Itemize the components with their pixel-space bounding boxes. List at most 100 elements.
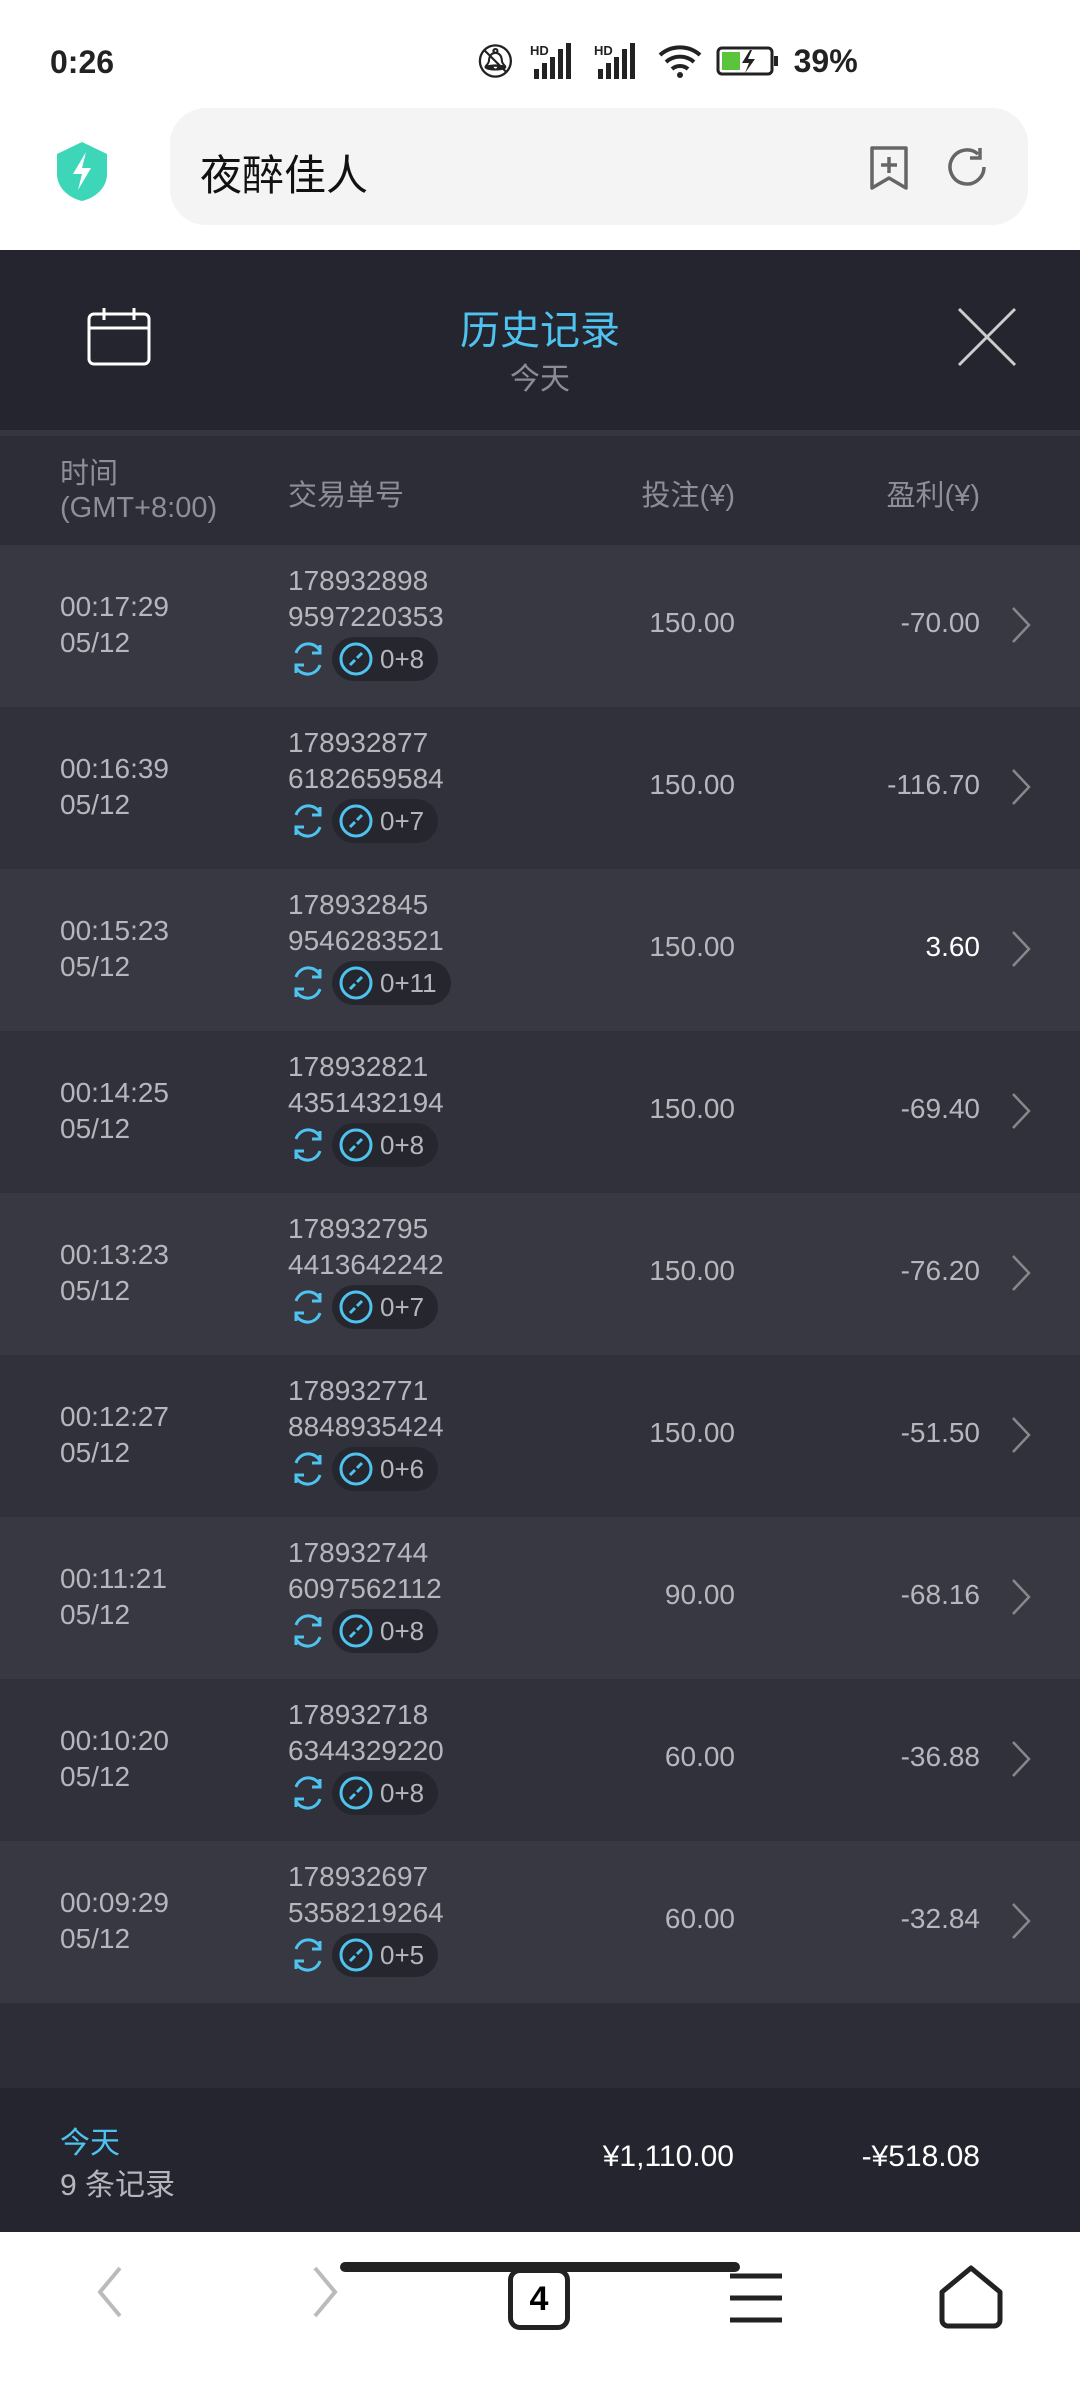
parlay-icon — [339, 966, 373, 1000]
row-time: 00:15:23 — [60, 915, 169, 946]
chevron-right-icon[interactable] — [1010, 605, 1032, 645]
col-bet: 投注(¥) — [641, 480, 735, 512]
table-row[interactable]: 00:09:29 05/12 178932697 5358219264 0+5 60… — [0, 1841, 1080, 2003]
table-row[interactable]: 00:14:25 05/12 178932821 4351432194 0+8 15… — [0, 1031, 1080, 1193]
row-bet: 150.00 — [649, 931, 735, 962]
refresh-cycle-icon — [294, 642, 322, 676]
wifi-icon — [658, 45, 701, 78]
row-date: 05/12 — [60, 1599, 131, 1630]
chevron-right-icon[interactable] — [1010, 1577, 1032, 1617]
refresh-cycle-icon — [294, 1938, 322, 1972]
row-tag: 0+8 — [380, 1129, 425, 1160]
row-profit: 3.60 — [925, 931, 981, 962]
table-row[interactable]: 00:15:23 05/12 178932845 9546283521 0+11 1… — [0, 869, 1080, 1031]
row-time: 00:14:25 — [60, 1077, 169, 1108]
col-time: 时间 — [60, 458, 119, 490]
refresh-cycle-icon — [294, 804, 322, 838]
chevron-right-icon[interactable] — [1010, 1739, 1032, 1779]
col-id: 交易单号 — [288, 480, 405, 512]
row-tag: 0+11 — [380, 967, 437, 998]
row-tag: 0+7 — [380, 1291, 425, 1322]
parlay-icon — [339, 1290, 373, 1324]
chevron-right-icon[interactable] — [1010, 1253, 1032, 1293]
add-bookmark-icon[interactable] — [868, 144, 910, 192]
refresh-cycle-icon — [294, 1614, 322, 1648]
row-profit: -69.40 — [900, 1093, 980, 1124]
refresh-cycle-icon — [294, 1290, 322, 1324]
row-tag: 0+6 — [380, 1453, 425, 1484]
svg-text:HD: HD — [530, 43, 549, 58]
row-id-line1: 178932821 — [288, 1051, 429, 1082]
chevron-right-icon[interactable] — [1010, 929, 1032, 969]
history-panel: 历史记录 今天 时间 (GMT+8:00) 交易单号 投注(¥) 盈利(¥) 0… — [0, 250, 1080, 2232]
menu-button[interactable] — [728, 2272, 784, 2329]
row-tag: 0+7 — [380, 805, 425, 836]
row-time: 00:12:27 — [60, 1401, 169, 1432]
signal-hd-icon: HD — [530, 43, 571, 79]
row-id-line1: 178932718 — [288, 1699, 429, 1730]
chevron-right-icon[interactable] — [1010, 767, 1032, 807]
table-row[interactable]: 00:17:29 05/12 178932898 9597220353 0+8 15… — [0, 545, 1080, 707]
row-id-line2: 9546283521 — [288, 925, 444, 956]
table-row[interactable]: 00:11:21 05/12 178932744 6097562112 0+8 90… — [0, 1517, 1080, 1679]
row-id-line2: 4413642242 — [288, 1249, 444, 1280]
bell-off-icon: 🔕︎ — [475, 43, 516, 79]
refresh-cycle-icon — [294, 1776, 322, 1810]
total-bet: ¥1,110.00 — [602, 2140, 734, 2173]
home-button[interactable] — [938, 2264, 1004, 2335]
row-id-line2: 9597220353 — [288, 601, 444, 632]
row-id-line2: 5358219264 — [288, 1897, 444, 1928]
row-id-line1: 178932877 — [288, 727, 429, 758]
page-title: 夜醉佳人 — [200, 152, 369, 199]
row-profit: -76.20 — [900, 1255, 980, 1286]
refresh-icon[interactable] — [944, 144, 990, 190]
row-tag: 0+8 — [380, 1615, 425, 1646]
chevron-right-icon[interactable] — [1010, 1901, 1032, 1941]
row-id-line2: 4351432194 — [288, 1087, 444, 1118]
table-row[interactable]: 00:10:20 05/12 178932718 6344329220 0+8 60… — [0, 1679, 1080, 1841]
forward-icon — [313, 2266, 338, 2318]
calendar-icon[interactable] — [86, 306, 152, 366]
row-time: 00:16:39 — [60, 753, 169, 784]
panel-header: 历史记录 今天 — [0, 250, 1080, 430]
row-id-line1: 178932898 — [288, 565, 429, 596]
col-timezone: (GMT+8:00) — [60, 492, 218, 524]
row-id-line1: 178932795 — [288, 1213, 429, 1244]
status-bar: 0:26 🔕︎ HD HD 39% — [0, 0, 1080, 100]
row-date: 05/12 — [60, 951, 131, 982]
panel-title: 历史记录 — [460, 309, 620, 353]
clock: 0:26 — [50, 44, 115, 80]
table-row[interactable]: 00:13:23 05/12 178932795 4413642242 0+7 15… — [0, 1193, 1080, 1355]
chevron-right-icon[interactable] — [1010, 1415, 1032, 1455]
row-time: 00:13:23 — [60, 1239, 169, 1270]
tabs-button[interactable]: 4 — [508, 2268, 570, 2330]
summary-footer: 今天 9 条记录 ¥1,110.00 -¥518.08 — [0, 2088, 1080, 2232]
row-bet: 150.00 — [649, 607, 735, 638]
row-bet: 60.00 — [664, 1741, 735, 1772]
table-row[interactable]: 00:12:27 05/12 178932771 8848935424 0+6 15… — [0, 1355, 1080, 1517]
row-profit: -51.50 — [900, 1417, 980, 1448]
table-header: 时间 (GMT+8:00) 交易单号 投注(¥) 盈利(¥) — [0, 430, 1080, 545]
close-icon[interactable] — [956, 306, 1018, 368]
row-date: 05/12 — [60, 1761, 131, 1792]
panel-subtitle: 今天 — [510, 363, 570, 396]
row-tag: 0+8 — [380, 1777, 425, 1808]
row-date: 05/12 — [60, 1923, 131, 1954]
row-bet: 150.00 — [649, 769, 735, 800]
row-id-line1: 178932744 — [288, 1537, 429, 1568]
table-row[interactable]: 00:16:39 05/12 178932877 6182659584 0+7 15… — [0, 707, 1080, 869]
row-bet: 150.00 — [649, 1093, 735, 1124]
back-button[interactable] — [90, 2262, 130, 2327]
parlay-icon — [339, 1128, 373, 1162]
url-field[interactable]: 夜醉佳人 — [170, 108, 1028, 225]
gesture-handle — [340, 2262, 740, 2272]
signal-hd-icon: HD — [594, 43, 635, 79]
col-profit: 盈利(¥) — [886, 480, 980, 512]
parlay-icon — [339, 642, 373, 676]
forward-button[interactable] — [305, 2262, 345, 2327]
chevron-right-icon[interactable] — [1010, 1091, 1032, 1131]
shield-icon[interactable] — [55, 140, 109, 202]
home-icon — [939, 2265, 1003, 2329]
menu-icon — [730, 2273, 782, 2323]
parlay-icon — [339, 804, 373, 838]
